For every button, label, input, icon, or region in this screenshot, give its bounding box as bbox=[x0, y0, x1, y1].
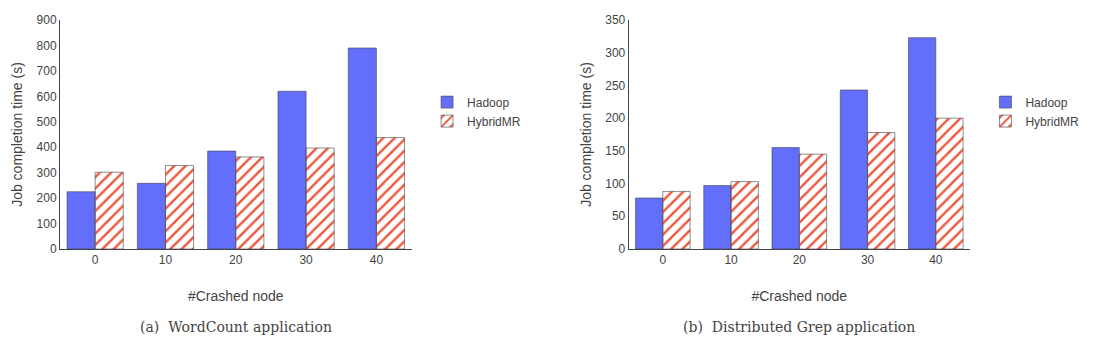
svg-text:Job completion time (s): Job completion time (s) bbox=[578, 62, 594, 207]
svg-text:20: 20 bbox=[793, 253, 807, 267]
svg-text:30: 30 bbox=[861, 253, 875, 267]
svg-text:200: 200 bbox=[37, 191, 57, 205]
svg-text:0: 0 bbox=[50, 242, 57, 256]
svg-text:600: 600 bbox=[37, 90, 57, 104]
svg-text:#Crashed node: #Crashed node bbox=[751, 288, 847, 304]
svg-text:100: 100 bbox=[605, 177, 625, 191]
svg-text:40: 40 bbox=[370, 253, 384, 267]
svg-text:10: 10 bbox=[159, 253, 173, 267]
svg-text:HybridMR: HybridMR bbox=[1025, 115, 1079, 129]
svg-text:250: 250 bbox=[605, 79, 625, 93]
svg-text:500: 500 bbox=[37, 115, 57, 129]
svg-text:30: 30 bbox=[299, 253, 313, 267]
svg-text:20: 20 bbox=[229, 253, 243, 267]
svg-text:40: 40 bbox=[929, 253, 943, 267]
svg-text:0: 0 bbox=[92, 253, 99, 267]
svg-text:#Crashed node: #Crashed node bbox=[188, 288, 284, 304]
svg-text:Hadoop: Hadoop bbox=[467, 96, 509, 110]
svg-text:Job completion time (s): Job completion time (s) bbox=[9, 62, 25, 207]
svg-text:Hadoop: Hadoop bbox=[1025, 96, 1067, 110]
svg-text:HybridMR: HybridMR bbox=[467, 115, 521, 129]
svg-text:700: 700 bbox=[37, 64, 57, 78]
svg-text:150: 150 bbox=[605, 144, 625, 158]
svg-text:900: 900 bbox=[37, 13, 57, 27]
svg-text:800: 800 bbox=[37, 39, 57, 53]
svg-text:10: 10 bbox=[724, 253, 738, 267]
svg-text:400: 400 bbox=[37, 140, 57, 154]
svg-text:300: 300 bbox=[605, 46, 625, 60]
svg-text:0: 0 bbox=[659, 253, 666, 267]
svg-text:200: 200 bbox=[605, 111, 625, 125]
svg-text:350: 350 bbox=[605, 13, 625, 27]
svg-text:0: 0 bbox=[619, 242, 626, 256]
svg-text:50: 50 bbox=[612, 209, 626, 223]
svg-text:(a) WordCount application: (a) WordCount application bbox=[140, 319, 332, 335]
svg-text:100: 100 bbox=[37, 217, 57, 231]
svg-text:300: 300 bbox=[37, 166, 57, 180]
svg-text:(b) Distributed Grep applicat: (b) Distributed Grep application bbox=[683, 319, 915, 335]
